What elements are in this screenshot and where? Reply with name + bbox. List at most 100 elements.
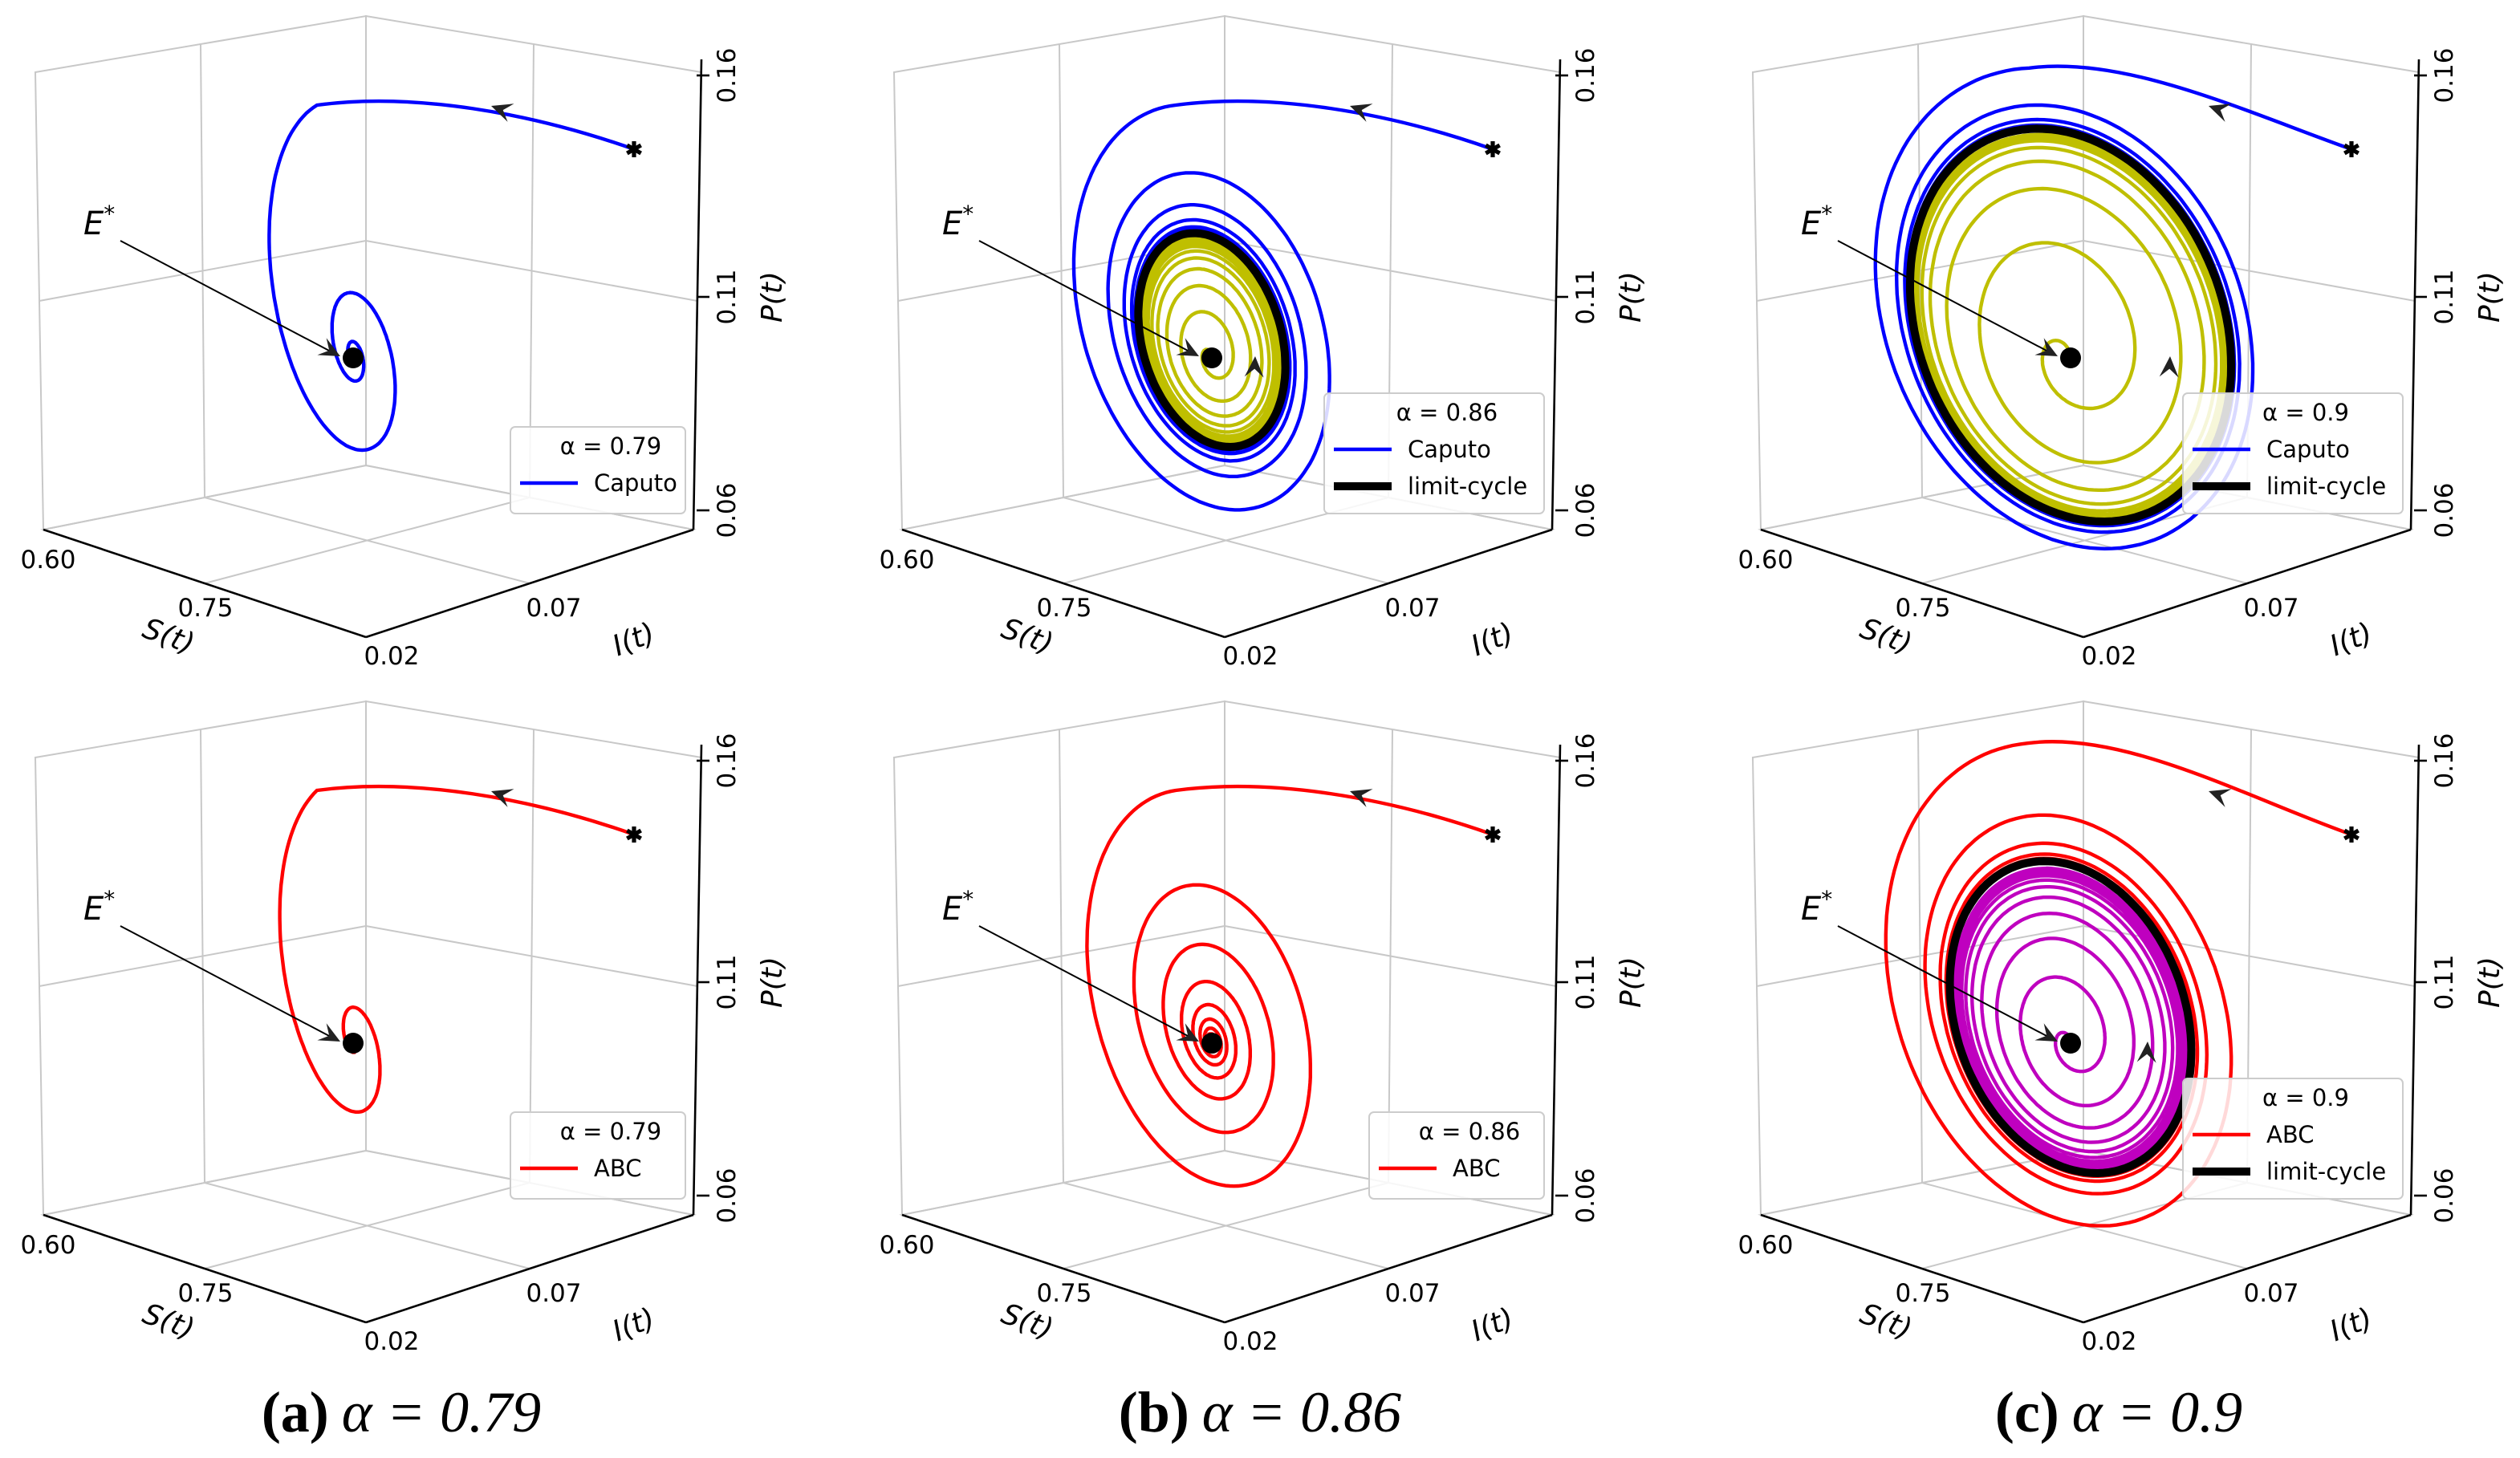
legend: α = 0.79 ABC <box>510 1111 686 1200</box>
i-tick-label: 0.02 <box>2081 1327 2136 1356</box>
p-axis <box>2409 744 2420 1216</box>
i-tick-label: 0.07 <box>1384 1279 1440 1308</box>
i-tick-label: 0.07 <box>2243 594 2298 623</box>
subfigure-caption: (a) α = 0.79 <box>262 1380 541 1444</box>
direction-arrow-icon <box>1350 789 1373 807</box>
direction-arrow-icon <box>1244 356 1264 378</box>
i-axis <box>365 528 694 639</box>
p-axis-label: P(t) <box>2473 271 2506 323</box>
legend-label: Caputo <box>594 469 677 497</box>
p-axis <box>1551 59 1562 530</box>
s-axis <box>1760 528 2084 639</box>
trajectory-caputo <box>267 99 635 453</box>
p-tick-label: 0.06 <box>1571 482 1600 538</box>
gridline-floor-i <box>1063 497 1389 584</box>
equilibrium-label: E* <box>83 886 115 928</box>
i-axis <box>1224 1213 1553 1324</box>
legend-title: α = 0.86 <box>1419 1118 1520 1145</box>
s-tick-label: 0.75 <box>1036 1279 1091 1308</box>
equilibrium-annotation-line <box>120 240 331 352</box>
gridline-p-left <box>39 240 367 302</box>
panel-a-abc: 0.060.110.16P(t)0.600.75S(t) 0.020.07I(t)… <box>20 700 789 1356</box>
p-tick-label: 0.11 <box>1571 269 1600 324</box>
i-tick-label: 0.07 <box>526 594 581 623</box>
panel-a-caputo: 0.060.110.16P(t)0.600.75S(t) 0.020.07I(t)… <box>20 14 789 671</box>
p-axis-label: P(t) <box>2473 956 2506 1008</box>
subfigure-caption: (c) α = 0.9 <box>1995 1380 2242 1444</box>
p-tick-label: 0.06 <box>1571 1168 1600 1223</box>
i-axis <box>365 1213 694 1324</box>
s-axis <box>901 1213 1225 1324</box>
legend-title: α = 0.9 <box>2262 399 2349 426</box>
panel-c-caputo: 0.060.110.16P(t)0.600.75S(t) 0.020.07I(t)… <box>1738 14 2506 671</box>
p-tick-label: 0.06 <box>713 1168 742 1223</box>
s-tick-label: 0.75 <box>1895 594 1950 623</box>
i-tick-label: 0.02 <box>1222 1327 1278 1356</box>
s-tick-label: 0.75 <box>1036 594 1091 623</box>
equilibrium-label: E* <box>1801 201 1832 242</box>
initial-point-star-icon <box>1485 826 1501 843</box>
legend-title: α = 0.79 <box>560 433 661 460</box>
limit-cycle-curve <box>1906 124 2236 526</box>
p-tick-label: 0.16 <box>713 733 742 788</box>
i-axis <box>2083 528 2412 639</box>
equilibrium-point <box>2060 347 2081 368</box>
equilibrium-point <box>1201 347 1222 368</box>
direction-arrow-icon <box>2136 1042 2156 1063</box>
i-axis <box>2083 1213 2412 1324</box>
p-tick-label: 0.16 <box>1571 47 1600 103</box>
i-axis <box>1224 528 1553 639</box>
i-axis-label: I(t) <box>608 1302 660 1348</box>
equilibrium-point <box>1201 1033 1222 1054</box>
p-axis <box>1551 744 1562 1216</box>
gridline-floor-i <box>1063 1182 1389 1269</box>
gridline-floor-i <box>204 497 530 584</box>
legend: α = 0.86 ABC <box>1368 1111 1545 1200</box>
initial-point-star-icon <box>2343 141 2359 157</box>
s-tick-label: 0.60 <box>1738 1231 1793 1260</box>
equilibrium-annotation-line <box>978 925 1190 1038</box>
gridline-p-left <box>1756 925 2084 987</box>
legend-box <box>510 426 686 514</box>
s-axis <box>43 1213 367 1324</box>
legend: α = 0.9 ABC limit-cycle <box>2182 1078 2404 1200</box>
legend: α = 0.86 Caputo limit-cycle <box>1323 392 1545 514</box>
inner-trajectory <box>1953 866 2189 1170</box>
i-tick-label: 0.02 <box>1222 642 1278 671</box>
i-axis-label: I(t) <box>2326 616 2377 663</box>
legend-label: limit-cycle <box>1408 473 1527 500</box>
legend-title: α = 0.9 <box>2262 1084 2349 1111</box>
i-tick-label: 0.02 <box>364 642 419 671</box>
panel-b-abc: 0.060.110.16P(t)0.600.75S(t) 0.020.07I(t)… <box>879 700 1648 1356</box>
p-tick-label: 0.06 <box>713 482 742 538</box>
equilibrium-arrow-icon <box>2034 1023 2058 1042</box>
equilibrium-point <box>343 1033 364 1054</box>
s-tick-label: 0.75 <box>177 1279 233 1308</box>
i-axis-label: I(t) <box>1467 1302 1518 1348</box>
p-tick-label: 0.11 <box>1571 954 1600 1009</box>
p-tick-label: 0.11 <box>2430 269 2459 324</box>
p-axis-label: P(t) <box>756 956 789 1008</box>
gridline-floor-i <box>1921 497 2248 584</box>
p-axis <box>692 744 703 1216</box>
equilibrium-arrow-icon <box>317 338 340 356</box>
equilibrium-arrow-icon <box>1176 338 1199 356</box>
trajectory-abc <box>278 784 635 1114</box>
i-tick-label: 0.02 <box>364 1327 419 1356</box>
legend-label: Caputo <box>2266 436 2350 463</box>
p-tick-label: 0.16 <box>2430 47 2459 103</box>
p-tick-label: 0.16 <box>1571 733 1600 788</box>
s-tick-label: 0.60 <box>879 546 934 575</box>
inner-trajectory <box>1912 132 2229 520</box>
legend-label: limit-cycle <box>2266 1158 2386 1185</box>
legend-box <box>1368 1111 1545 1200</box>
i-axis-label: I(t) <box>1467 616 1518 663</box>
direction-arrow-icon <box>491 789 514 807</box>
p-axis <box>2409 59 2420 530</box>
equilibrium-annotation-line <box>1837 240 2049 352</box>
p-tick-label: 0.06 <box>2430 1168 2459 1223</box>
direction-arrow-icon <box>2209 104 2232 122</box>
legend-label: ABC <box>2266 1121 2314 1148</box>
initial-point-star-icon <box>626 141 642 157</box>
panel-c-abc: 0.060.110.16P(t)0.600.75S(t) 0.020.07I(t)… <box>1738 700 2506 1356</box>
